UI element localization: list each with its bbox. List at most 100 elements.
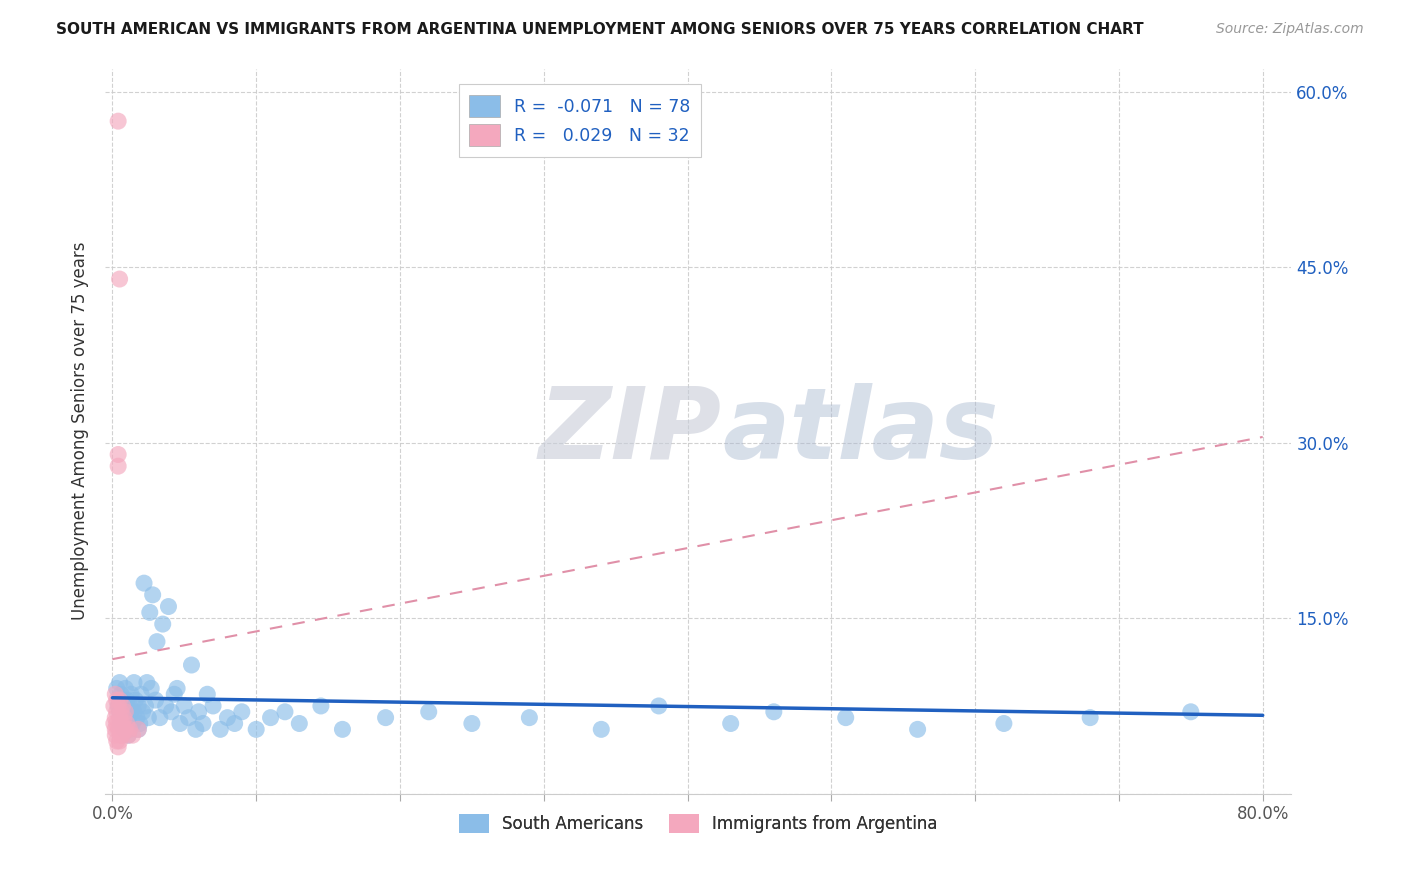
Point xyxy=(993,716,1015,731)
Point xyxy=(274,705,297,719)
Point xyxy=(127,723,149,737)
Point xyxy=(173,698,195,713)
Point xyxy=(191,716,214,731)
Point xyxy=(127,723,149,737)
Point xyxy=(112,711,135,725)
Point xyxy=(145,693,167,707)
Point xyxy=(115,716,138,731)
Point xyxy=(591,723,613,737)
Point xyxy=(127,698,149,713)
Point xyxy=(907,723,929,737)
Point xyxy=(112,723,135,737)
Point xyxy=(108,693,131,707)
Point xyxy=(110,705,132,719)
Point xyxy=(104,723,127,737)
Point xyxy=(108,734,131,748)
Point xyxy=(124,693,146,707)
Point xyxy=(115,716,138,731)
Legend: South Americans, Immigrants from Argentina: South Americans, Immigrants from Argenti… xyxy=(453,807,945,839)
Point xyxy=(108,711,131,725)
Point xyxy=(111,711,134,725)
Point xyxy=(180,658,202,673)
Text: ZIP: ZIP xyxy=(538,383,723,480)
Point xyxy=(461,716,484,731)
Point xyxy=(231,705,253,719)
Text: Source: ZipAtlas.com: Source: ZipAtlas.com xyxy=(1216,22,1364,37)
Point xyxy=(111,728,134,742)
Point xyxy=(112,698,135,713)
Point xyxy=(114,681,136,696)
Point xyxy=(217,711,239,725)
Point xyxy=(108,705,131,719)
Point xyxy=(166,681,188,696)
Point xyxy=(245,723,267,737)
Point xyxy=(104,687,127,701)
Point xyxy=(129,687,152,701)
Point xyxy=(118,723,141,737)
Point xyxy=(259,711,281,725)
Point xyxy=(105,734,128,748)
Point xyxy=(132,576,155,591)
Point xyxy=(152,617,174,632)
Point xyxy=(107,114,129,128)
Point xyxy=(224,716,246,731)
Point xyxy=(105,705,128,719)
Point xyxy=(138,711,160,725)
Point xyxy=(108,723,131,737)
Point xyxy=(120,687,142,701)
Point xyxy=(762,705,785,719)
Point xyxy=(128,716,150,731)
Point xyxy=(187,705,209,719)
Text: SOUTH AMERICAN VS IMMIGRANTS FROM ARGENTINA UNEMPLOYMENT AMONG SENIORS OVER 75 Y: SOUTH AMERICAN VS IMMIGRANTS FROM ARGENT… xyxy=(56,22,1144,37)
Point xyxy=(288,716,311,731)
Point xyxy=(107,723,129,737)
Point xyxy=(202,698,225,713)
Point xyxy=(648,698,671,713)
Point xyxy=(118,723,141,737)
Point xyxy=(114,705,136,719)
Point xyxy=(111,698,134,713)
Point xyxy=(122,675,145,690)
Point xyxy=(103,716,125,731)
Point xyxy=(835,711,858,725)
Point xyxy=(163,687,186,701)
Point xyxy=(105,716,128,731)
Point xyxy=(332,723,354,737)
Point xyxy=(104,711,127,725)
Point xyxy=(139,606,162,620)
Point xyxy=(107,698,129,713)
Point xyxy=(111,716,134,731)
Point xyxy=(141,681,163,696)
Point xyxy=(160,705,183,719)
Point xyxy=(1180,705,1202,719)
Point xyxy=(117,728,139,742)
Point xyxy=(134,698,156,713)
Point xyxy=(122,705,145,719)
Point xyxy=(121,728,143,742)
Point xyxy=(110,687,132,701)
Point xyxy=(121,716,143,731)
Point xyxy=(103,698,125,713)
Point xyxy=(135,675,157,690)
Point xyxy=(107,698,129,713)
Point xyxy=(104,728,127,742)
Point xyxy=(114,723,136,737)
Point xyxy=(169,716,191,731)
Point xyxy=(110,716,132,731)
Point xyxy=(112,723,135,737)
Point xyxy=(131,705,153,719)
Point xyxy=(117,728,139,742)
Point xyxy=(195,687,218,701)
Point xyxy=(108,272,131,286)
Point xyxy=(107,739,129,754)
Point xyxy=(114,705,136,719)
Y-axis label: Unemployment Among Seniors over 75 years: Unemployment Among Seniors over 75 years xyxy=(72,242,89,620)
Point xyxy=(125,711,148,725)
Point xyxy=(142,588,165,602)
Point xyxy=(108,675,131,690)
Point xyxy=(110,728,132,742)
Point xyxy=(519,711,541,725)
Point xyxy=(177,711,200,725)
Point xyxy=(105,681,128,696)
Point xyxy=(374,711,396,725)
